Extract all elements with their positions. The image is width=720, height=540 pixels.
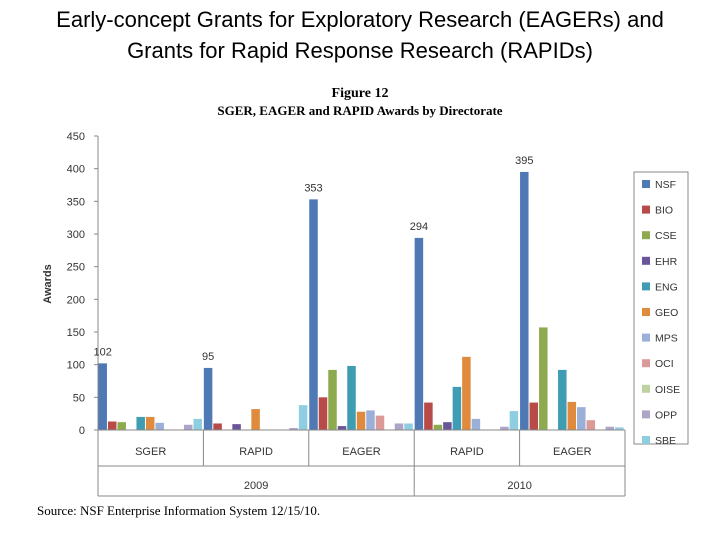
bar-geo	[567, 401, 577, 430]
bar-geo	[251, 409, 260, 430]
bar-bio	[424, 402, 433, 430]
legend-swatch-eng	[642, 282, 650, 291]
legend-label-sbe: SBE	[655, 435, 676, 447]
data-label: 102	[94, 346, 112, 358]
bar-cse	[433, 424, 443, 430]
x-group-label: 2010	[507, 480, 531, 492]
legend-swatch-oise	[642, 384, 650, 393]
bar-sbe	[615, 427, 624, 430]
legend-swatch-oci	[642, 359, 650, 368]
bar-oci	[375, 415, 385, 430]
legend-label-eng: ENG	[655, 281, 678, 293]
bar-sbe	[298, 405, 308, 430]
bar-opp	[394, 423, 404, 430]
bar-opp	[183, 424, 193, 430]
legend-label-geo: GEO	[655, 307, 678, 319]
data-labels: 102 95 353 294 395	[94, 155, 534, 363]
bar-nsf	[520, 171, 529, 430]
legend-label-mps: MPS	[655, 333, 678, 345]
y-tick-label: 200	[67, 294, 85, 306]
y-tick-label: 350	[67, 196, 85, 208]
bars	[98, 171, 624, 430]
bar-ehr	[232, 424, 241, 430]
bar-bio	[213, 423, 222, 430]
x-category-label: RAPID	[450, 446, 484, 458]
bar-mps	[366, 410, 375, 430]
legend-swatch-geo	[642, 308, 650, 316]
chart-title: SGER, EAGER and RAPID Awards by Director…	[217, 103, 503, 118]
bar-nsf	[203, 367, 213, 430]
x-group-label: 2009	[244, 480, 268, 492]
slide-title-line-2: Grants for Rapid Response Research (RAPI…	[127, 38, 593, 63]
data-label: 95	[202, 351, 214, 363]
legend-label-ehr: EHR	[655, 256, 678, 268]
bar-nsf	[414, 237, 424, 430]
legend-swatch-cse	[642, 231, 650, 240]
legend-label-cse: CSE	[655, 230, 677, 242]
y-tick-label: 450	[67, 131, 85, 143]
legend-swatch-bio	[642, 205, 650, 214]
figure-label: Figure 12	[331, 86, 389, 101]
y-tick-label: 100	[67, 360, 85, 372]
bar-mps	[471, 418, 481, 430]
bar-mps	[577, 407, 586, 430]
legend-label-oci: OCI	[655, 358, 674, 370]
legend: NSF BIO CSE EHR ENG GEO MPS OCI OISE OPP SBE	[633, 171, 689, 447]
bar-cse	[539, 327, 548, 430]
x-category-label: EAGER	[553, 446, 592, 458]
legend-swatch-mps	[642, 333, 650, 342]
y-tick-label: 400	[67, 164, 85, 176]
bar-geo	[356, 411, 366, 430]
x-category-label: SGER	[135, 446, 166, 458]
bar-bio	[529, 402, 539, 430]
legend-label-bio: BIO	[655, 205, 673, 217]
bar-nsf	[98, 363, 107, 430]
source-note: Source: NSF Enterprise Information Syste…	[37, 503, 321, 518]
bar-cse	[117, 422, 126, 430]
x-category-label: EAGER	[342, 446, 381, 458]
bar-mps	[155, 422, 164, 430]
bar-cse	[328, 369, 337, 430]
bar-sbe	[404, 423, 413, 430]
bar-eng	[136, 416, 145, 430]
bar-geo	[145, 416, 155, 430]
x-category-label: RAPID	[239, 446, 273, 458]
bar-ehr	[443, 422, 452, 430]
bar-bio	[107, 421, 117, 430]
data-label: 294	[410, 221, 428, 233]
bar-sbe	[509, 411, 519, 430]
slide-title: Early-concept Grants for Exploratory Res…	[0, 4, 720, 66]
slide-title-line-1: Early-concept Grants for Exploratory Res…	[56, 7, 664, 32]
y-tick-label: 150	[67, 327, 85, 339]
bar-oci	[586, 420, 596, 430]
x-axis-table: SGER RAPID EAGER RAPID EAGER 2009 2010	[97, 429, 626, 497]
legend-swatch-opp	[642, 410, 650, 419]
bar-eng	[347, 365, 356, 430]
bar-bio	[318, 397, 328, 430]
bar-opp	[500, 426, 509, 430]
bar-geo	[462, 356, 471, 430]
y-axis-title: Awards	[42, 264, 54, 304]
legend-label-opp: OPP	[655, 409, 677, 421]
y-tick-label: 0	[79, 425, 85, 437]
legend-swatch-nsf	[642, 180, 650, 188]
y-tick-label: 250	[67, 262, 85, 274]
y-tick-label: 50	[73, 392, 85, 404]
bar-sbe	[193, 418, 202, 430]
legend-swatch-sbe	[642, 436, 650, 444]
bar-eng	[558, 369, 567, 430]
y-axis: 0 50 100 150 200 250 300 350 400 450 Awards	[42, 131, 99, 437]
bar-opp	[289, 428, 298, 430]
legend-swatch-ehr	[642, 256, 650, 265]
legend-label-nsf: NSF	[655, 179, 676, 191]
bar-ehr	[337, 426, 347, 430]
legend-label-oise: OISE	[655, 384, 680, 396]
data-label: 395	[515, 155, 533, 167]
bar-nsf	[309, 199, 318, 430]
bar-eng	[452, 386, 462, 430]
bar-opp	[605, 426, 615, 430]
y-tick-label: 300	[67, 229, 85, 241]
data-label: 353	[304, 182, 322, 194]
